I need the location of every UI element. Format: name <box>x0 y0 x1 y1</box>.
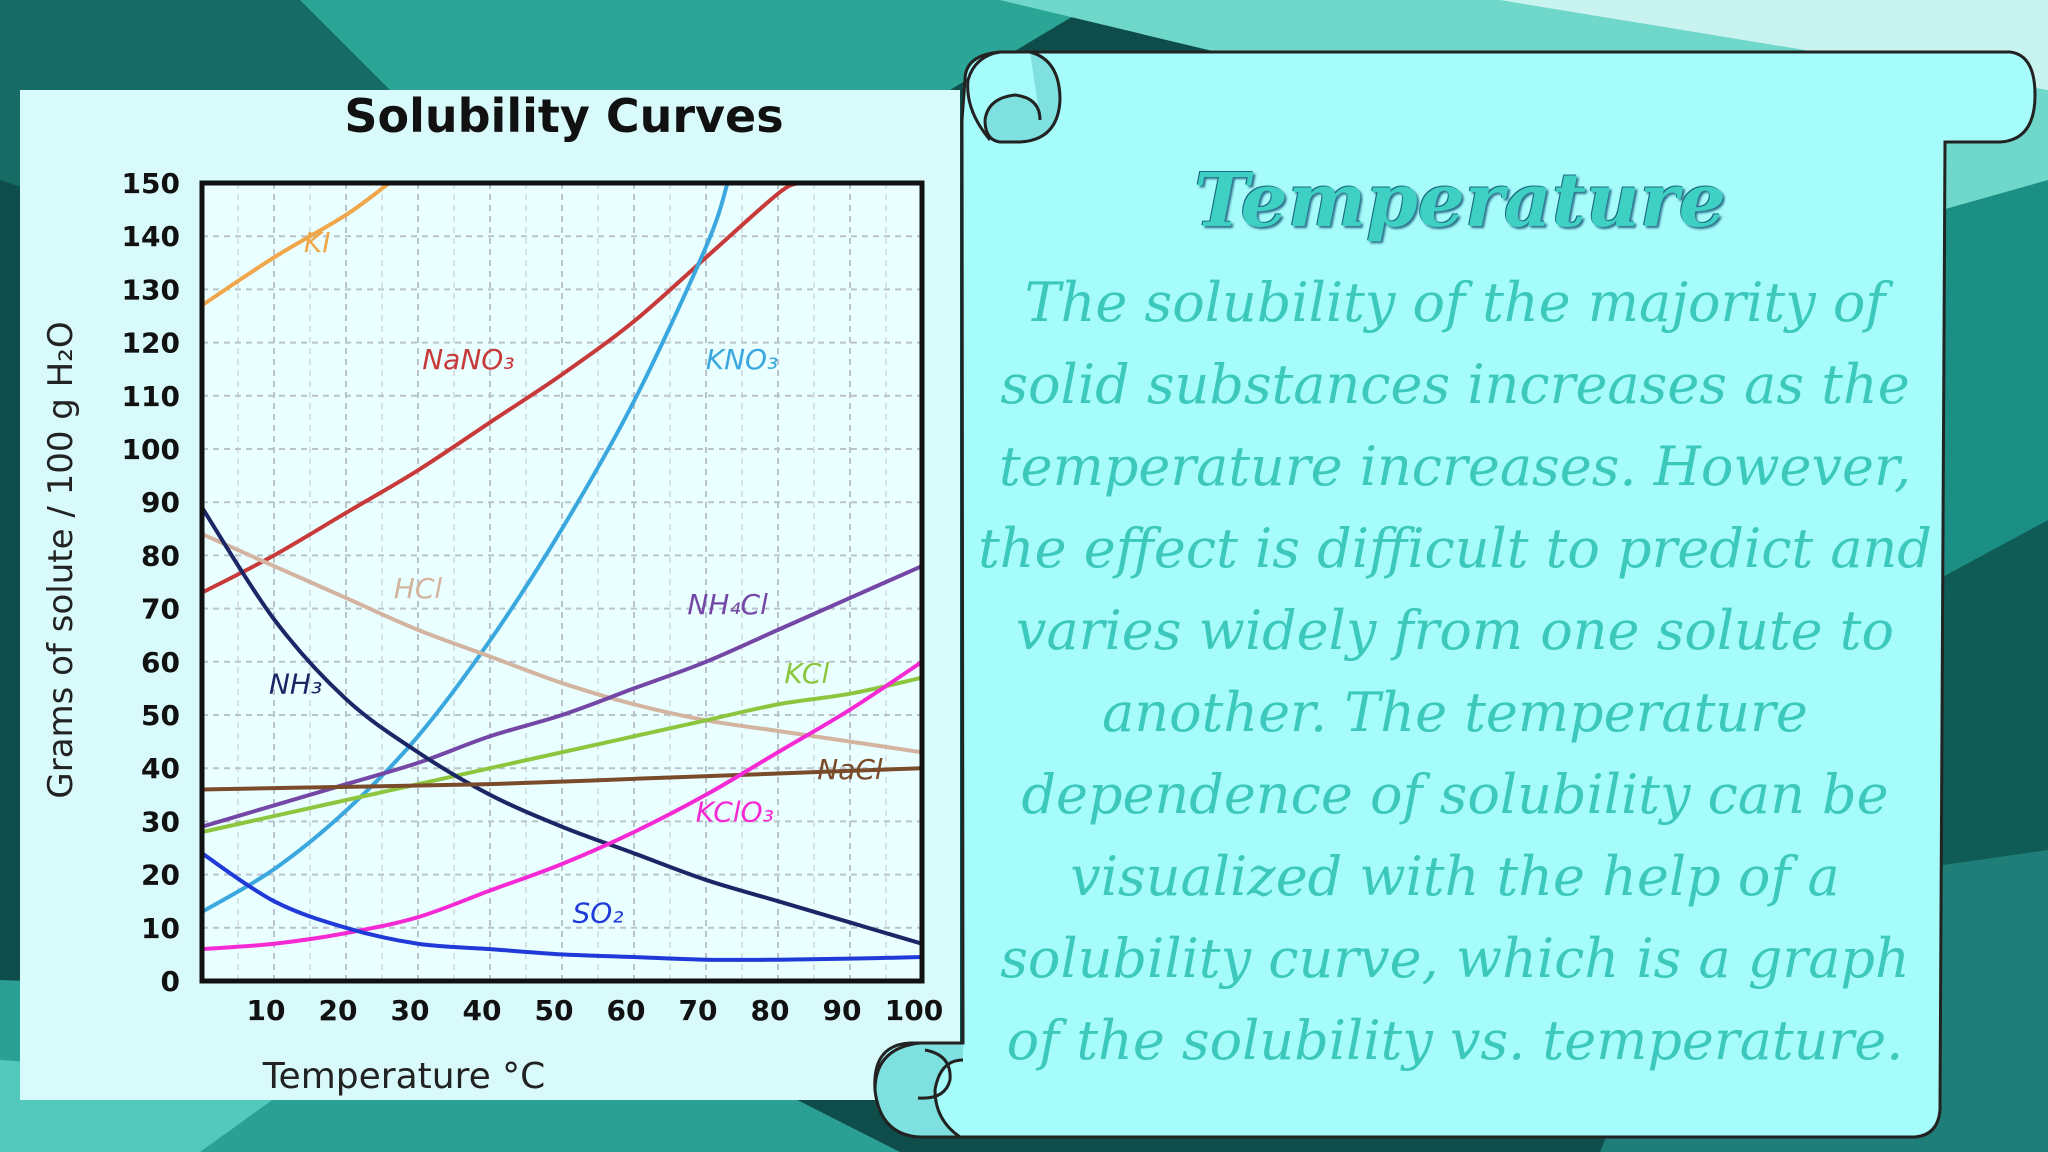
y-tick-label: 110 <box>122 380 180 413</box>
series-line <box>202 564 922 829</box>
y-tick-labels: 0 10 20 30 40 50 60 70 80 90 100 110 120 130 140 150 <box>122 167 180 998</box>
series-line <box>202 183 730 914</box>
y-tick-label: 0 <box>161 965 180 998</box>
y-tick-label: 150 <box>122 167 180 200</box>
y-tick-label: 70 <box>141 593 180 626</box>
series-line <box>202 766 922 792</box>
series-labels: KI NaNO₃ KNO₃ HCl NH₄Cl KCl NH₃ NaCl KClO₃ SO₂ <box>269 226 883 929</box>
slide-title: Temperature <box>1194 158 1726 244</box>
x-axis-label: Temperature °C <box>262 1056 546 1097</box>
series-line <box>202 183 801 595</box>
y-tick-label: 40 <box>141 752 180 785</box>
series-label: KClO₃ <box>696 795 774 828</box>
series-label: SO₂ <box>572 896 623 929</box>
plot-frame <box>199 180 925 984</box>
series-lines <box>202 183 922 962</box>
y-tick-label: 120 <box>122 327 180 360</box>
slide-body-text: The solubility of the majority of solid … <box>978 271 1932 1072</box>
series-label: NaNO₃ <box>422 343 514 376</box>
x-tick-label: 100 <box>885 994 943 1027</box>
y-tick-label: 140 <box>122 220 180 253</box>
y-tick-label: 10 <box>141 912 180 945</box>
series-label: NaCl <box>817 753 883 786</box>
series-line <box>202 506 922 946</box>
y-tick-label: 80 <box>141 539 180 572</box>
x-tick-label: 50 <box>535 994 574 1027</box>
y-tick-label: 20 <box>141 859 180 892</box>
series-line <box>202 851 922 962</box>
y-tick-label: 60 <box>141 646 180 679</box>
series-label: HCl <box>394 572 443 605</box>
chart-panel: KI NaNO₃ KNO₃ HCl NH₄Cl KCl NH₃ NaCl KClO₃ SO₂ 0 1… <box>20 90 960 1100</box>
series-label: KNO₃ <box>706 343 779 376</box>
x-tick-label: 60 <box>607 994 646 1027</box>
x-tick-label: 20 <box>319 994 358 1027</box>
x-tick-label: 10 <box>247 994 286 1027</box>
x-tick-label: 40 <box>463 994 502 1027</box>
y-tick-label: 130 <box>122 273 180 306</box>
series-label: NH₃ <box>269 668 322 701</box>
series-line <box>202 675 922 834</box>
series-label: KI <box>304 226 331 259</box>
x-tick-label: 80 <box>751 994 790 1027</box>
solubility-chart: KI NaNO₃ KNO₃ HCl NH₄Cl KCl NH₃ NaCl KClO₃ SO₂ 0 1… <box>41 90 944 1097</box>
y-axis-label: Grams of solute / 100 g H₂O <box>41 321 81 798</box>
x-tick-labels: 10 20 30 40 50 60 70 80 90 100 <box>247 994 944 1027</box>
y-tick-label: 30 <box>141 805 180 838</box>
series-label: NH₄Cl <box>687 588 768 621</box>
series-label: KCl <box>784 657 829 690</box>
chart-title: Solubility Curves <box>344 90 783 143</box>
x-tick-label: 30 <box>391 994 430 1027</box>
y-tick-label: 100 <box>122 433 180 466</box>
x-tick-label: 90 <box>823 994 862 1027</box>
series-line <box>202 532 922 755</box>
y-tick-label: 90 <box>141 486 180 519</box>
series-line <box>202 183 391 308</box>
x-tick-label: 70 <box>679 994 718 1027</box>
series-line <box>202 660 922 952</box>
y-tick-label: 50 <box>141 699 180 732</box>
